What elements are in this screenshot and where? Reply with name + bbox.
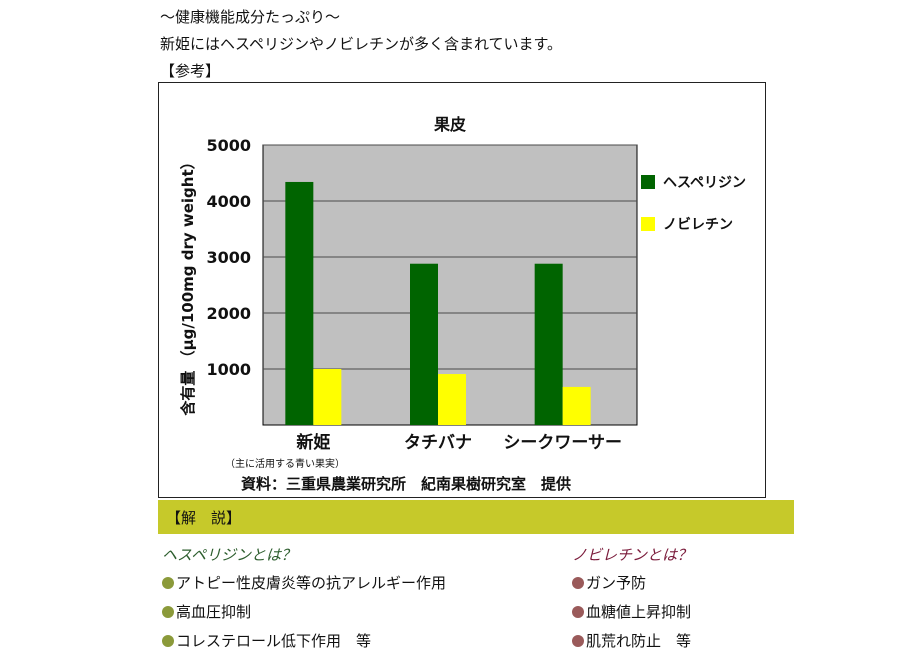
bar-hesperidin <box>410 263 438 425</box>
hesperidin-effect-item: アトピー性皮膚炎等の抗アレルギー作用 <box>162 572 446 593</box>
bullet-dot-icon <box>572 577 584 589</box>
nobiletin-title: ノビレチンとは？ <box>572 546 693 564</box>
bullet-dot-icon <box>572 635 584 647</box>
x-category-label: タチバナ <box>404 433 472 453</box>
intro-heading: ～健康機能成分たっぷり～ <box>160 8 341 26</box>
x-category-label: 新姫 <box>296 432 330 453</box>
x-category-label: シークワーサー <box>503 433 622 453</box>
chart-source: 資料：三重県農業研究所 紀南果樹研究室 提供 <box>241 475 571 493</box>
bar-nobiletin <box>438 374 466 425</box>
bullet-dot-icon <box>162 606 174 618</box>
hesperidin-effect-item: 高血圧抑制 <box>162 601 251 622</box>
bullet-dot-icon <box>572 606 584 618</box>
legend-label: ノビレチン <box>663 217 733 233</box>
legend-swatch <box>641 175 655 189</box>
explanation-header: 【解 説】 <box>158 500 794 534</box>
bar-nobiletin <box>562 386 591 425</box>
chart-note: （主に活用する青い果実） <box>225 457 345 470</box>
hesperidin-effect-item: コレステロール低下作用 等 <box>162 630 371 651</box>
chart-frame: 1000 2000 3000 4000 5000 果皮含有量 （μg/100mg dry … <box>158 82 766 498</box>
bullet-dot-icon <box>162 635 174 647</box>
y-axis-label: 含有量 （μg/100mg dry weight） <box>179 154 197 415</box>
bullet-dot-icon <box>162 577 174 589</box>
chart-title: 果皮 <box>433 115 466 134</box>
nobiletin-effect-item: 肌荒れ防止 等 <box>572 630 691 651</box>
legend-label: ヘスペリジン <box>663 175 746 191</box>
reference-label: 【参考】 <box>160 62 221 80</box>
intro-sentence: 新姫にはヘスペリジンやノビレチンが多く含まれています。 <box>160 35 563 53</box>
y-tick-label: 5000 <box>206 136 251 155</box>
y-tick-label: 4000 <box>206 192 251 211</box>
legend-swatch <box>641 217 655 231</box>
bar-nobiletin <box>313 369 342 425</box>
nobiletin-effect-item: ガン予防 <box>572 572 646 593</box>
y-tick-label: 2000 <box>206 304 251 323</box>
bar-hesperidin <box>285 181 314 425</box>
y-tick-label: 3000 <box>206 248 251 267</box>
bar-hesperidin <box>534 263 563 425</box>
nobiletin-effect-item: 血糖値上昇抑制 <box>572 601 691 622</box>
y-tick-label: 1000 <box>206 360 251 379</box>
hesperidin-title: ヘスペリジンとは？ <box>162 546 296 564</box>
